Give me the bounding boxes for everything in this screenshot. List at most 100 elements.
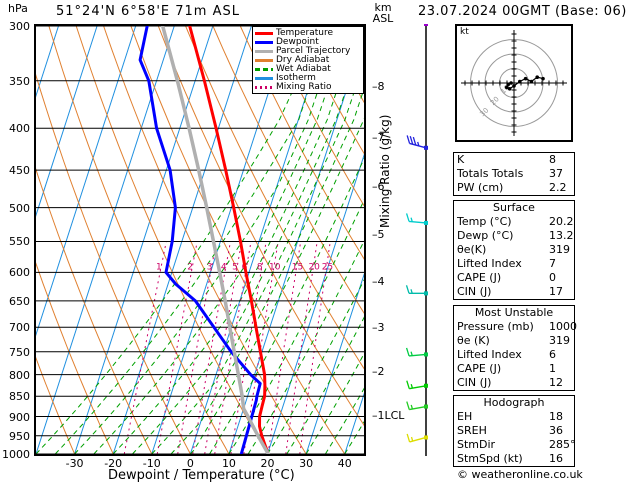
temp-tick-0: 0 [186,457,194,470]
panel-row: Lifted Index 6 [454,348,574,362]
legend-label: Isotherm [276,73,316,83]
wind-barb [406,380,428,390]
panel-row-value: 2.2 [549,181,567,194]
panel-row: Lifted Index 7 [454,257,574,271]
km-tick-3: –3 [372,320,385,334]
indices-panel: K 8 Totals Totals 37 PW (cm) 2.2 [453,152,575,196]
svg-text:4: 4 [221,262,227,272]
panel-row-value: 37 [549,167,563,180]
panel-row-value: 6 [549,348,556,361]
legend-item-dry-adiabat: Dry Adiabat [255,56,361,65]
panel-row: CAPE (J) 0 [454,271,574,285]
km-tick-8: –8 [372,79,385,93]
legend-label: Mixing Ratio [276,82,332,92]
panel-row-key: CIN (J) [457,376,492,389]
panel-row-key: PW (cm) [457,181,504,194]
panel-row-value: 18 [549,410,563,423]
height-unit-asl: ASL [372,12,394,25]
legend-swatch [255,32,273,35]
panel-row-value: 8 [549,153,556,166]
pressure-tick-600: 600 [9,266,30,280]
pressure-tick-650: 650 [9,294,30,308]
panel-row-value: 0 [549,271,556,284]
pressure-tick-1000: 1000 [2,448,30,461]
pressure-tick-550: 550 [9,235,30,249]
panel-row-key: SREH [457,424,487,437]
panel-row-key: StmSpd (kt) [457,452,523,465]
hodograph-ring-label: 10 [499,84,511,96]
hodograph-ring-label: 30 [478,106,490,118]
panel-row-key: Totals Totals [457,167,524,180]
panel-row: CIN (J) 17 [454,285,574,299]
temp-tick-40: 40 [337,457,352,470]
legend-label: Wet Adiabat [276,64,331,74]
km-tick-6: –6 [372,179,385,193]
svg-text:25: 25 [322,262,333,272]
hodograph-unit-label: kt [460,27,469,37]
panel-row-key: CAPE (J) [457,362,502,375]
pressure-tick-750: 750 [9,345,30,359]
wind-barb-column [405,24,428,456]
pressure-tick-350: 350 [9,74,30,88]
legend-label: Dry Adiabat [276,55,330,65]
panel-row-key: θe(K) [457,243,487,256]
temp-tick--30: -30 [65,457,84,470]
legend-item-parcel-trajectory: Parcel Trajectory [255,47,361,56]
panel-row: θe(K) 319 [454,243,574,257]
km-tick-1: –1LCL [372,409,405,423]
pressure-tick-950: 950 [9,429,30,443]
temp-tick--10: -10 [142,457,161,470]
pressure-tick-700: 700 [9,321,30,335]
panel-row-key: Dewp (°C) [457,229,514,242]
panel-heading: Most Unstable [474,306,554,319]
temp-tick--20: -20 [104,457,123,470]
legend-label: Parcel Trajectory [276,46,351,56]
surface-panel: Surface Temp (°C) 20.2 Dewp (°C) 13.2 θe(K) 31… [453,200,575,300]
temp-tick-10: 10 [221,457,236,470]
pressure-tick-400: 400 [9,122,30,136]
panel-row-value: 36 [549,424,563,437]
skewt-diagram[interactable]: 1 2 3 4 5 6 8 10 15 20 25 [34,24,366,456]
legend-item-wet-adiabat: Wet Adiabat [255,65,361,74]
wind-barb [405,213,428,225]
legend-swatch [255,86,273,89]
panel-row-key: CIN (J) [457,285,492,298]
pressure-unit-label: hPa [8,2,28,15]
panel-row-value: 17 [549,285,563,298]
km-tick-2: –2 [372,365,385,379]
x-axis-label: Dewpoint / Temperature (°C) [108,468,295,483]
pressure-tick-500: 500 [9,201,30,215]
panel-row: CAPE (J) 1 [454,362,574,376]
panel-row: CIN (J) 12 [454,376,574,390]
panel-row-key: Lifted Index [457,348,522,361]
skewt-svg: 1 2 3 4 5 6 8 10 15 20 25 [36,26,364,454]
legend-item-dewpoint: Dewpoint [255,38,361,47]
legend-label: Temperature [276,28,334,38]
hodograph[interactable]: kt 10 20 30 [455,24,573,142]
panel-row: StmDir 285° [454,438,576,452]
legend-item-mixing-ratio: Mixing Ratio [255,83,361,92]
copyright-label: © weatheronline.co.uk [457,468,583,481]
wind-barb [405,285,428,296]
pressure-tick-800: 800 [9,368,30,382]
legend-swatch [255,59,273,62]
pressure-tick-850: 850 [9,390,30,404]
panel-heading: Hodograph [483,396,545,409]
wind-barb [423,24,428,26]
panel-row: Dewp (°C) 13.2 [454,229,574,243]
hodograph-stats-panel: Hodograph EH 18 SREH 36 StmDir 285° StmSpd (kt)… [453,395,576,467]
panel-row-value: 285° [549,438,576,451]
legend-item-temperature: Temperature [255,29,361,38]
panel-heading: Surface [493,201,535,214]
panel-row: Totals Totals 37 [454,167,574,181]
km-tick-7: –7 [372,130,385,144]
pressure-tick-450: 450 [9,164,30,178]
svg-text:3: 3 [207,262,213,272]
panel-row-key: EH [457,410,473,423]
legend-swatch [255,77,273,80]
legend-swatch [255,50,273,53]
pressure-tick-300: 300 [9,20,30,33]
most-unstable-panel: Most Unstable Pressure (mb) 1000 θe (K) 319 L… [453,305,577,391]
panel-row-value: 1000 [549,320,577,333]
